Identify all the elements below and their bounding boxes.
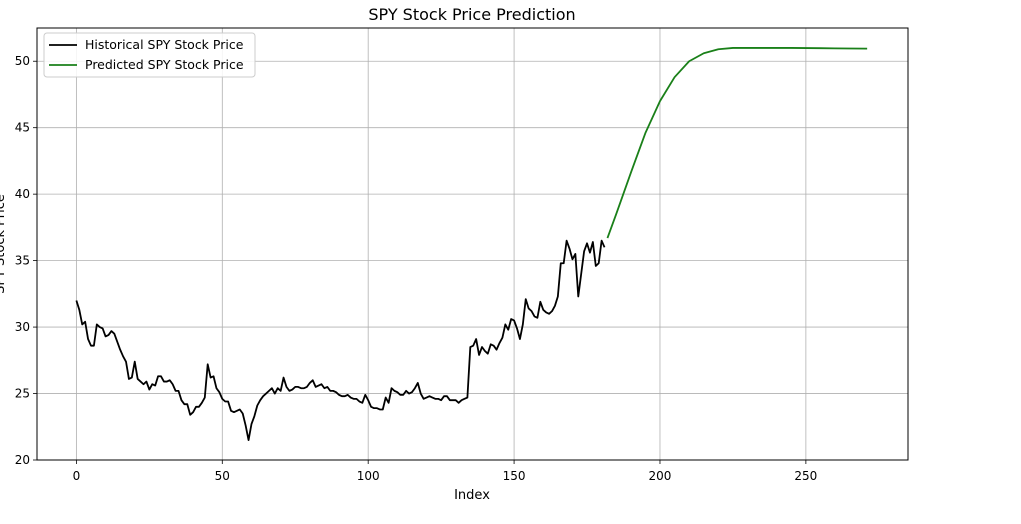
x-axis-label: Index: [454, 488, 490, 503]
series-line-predicted-spy-stock-price: [606, 47, 868, 239]
x-tick-label: 100: [357, 469, 380, 483]
legend-label: Predicted SPY Stock Price: [85, 57, 244, 72]
legend: Historical SPY Stock Price Predicted SPY …: [43, 32, 256, 78]
plot-frame: [36, 27, 909, 461]
legend-label: Historical SPY Stock Price: [85, 37, 244, 52]
y-tick-label: 30: [15, 320, 30, 334]
y-axis-label: SPY Stock Price: [0, 194, 8, 294]
grid-lines: [37, 28, 908, 461]
y-tick-label: 50: [15, 54, 30, 68]
y-tick-label: 25: [15, 387, 30, 401]
y-tick-label: 40: [15, 187, 30, 201]
x-tick-label: 250: [794, 469, 817, 483]
x-tick-label: 150: [503, 469, 526, 483]
x-tick-label: 50: [215, 469, 230, 483]
y-axis-ticks: 20 25 30 35 40 45 50: [15, 54, 37, 467]
chart-title: SPY Stock Price Prediction: [368, 5, 575, 24]
x-axis-ticks: 0 50 100 150 200 250: [73, 460, 817, 483]
series-lines: [75, 47, 868, 441]
x-tick-label: 200: [649, 469, 672, 483]
series-line-historical-spy-stock-price: [75, 239, 606, 441]
y-tick-label: 20: [15, 453, 30, 467]
legend-box: [43, 32, 256, 78]
y-tick-label: 45: [15, 121, 30, 135]
y-tick-label: 35: [15, 254, 30, 268]
x-tick-label: 0: [73, 469, 81, 483]
